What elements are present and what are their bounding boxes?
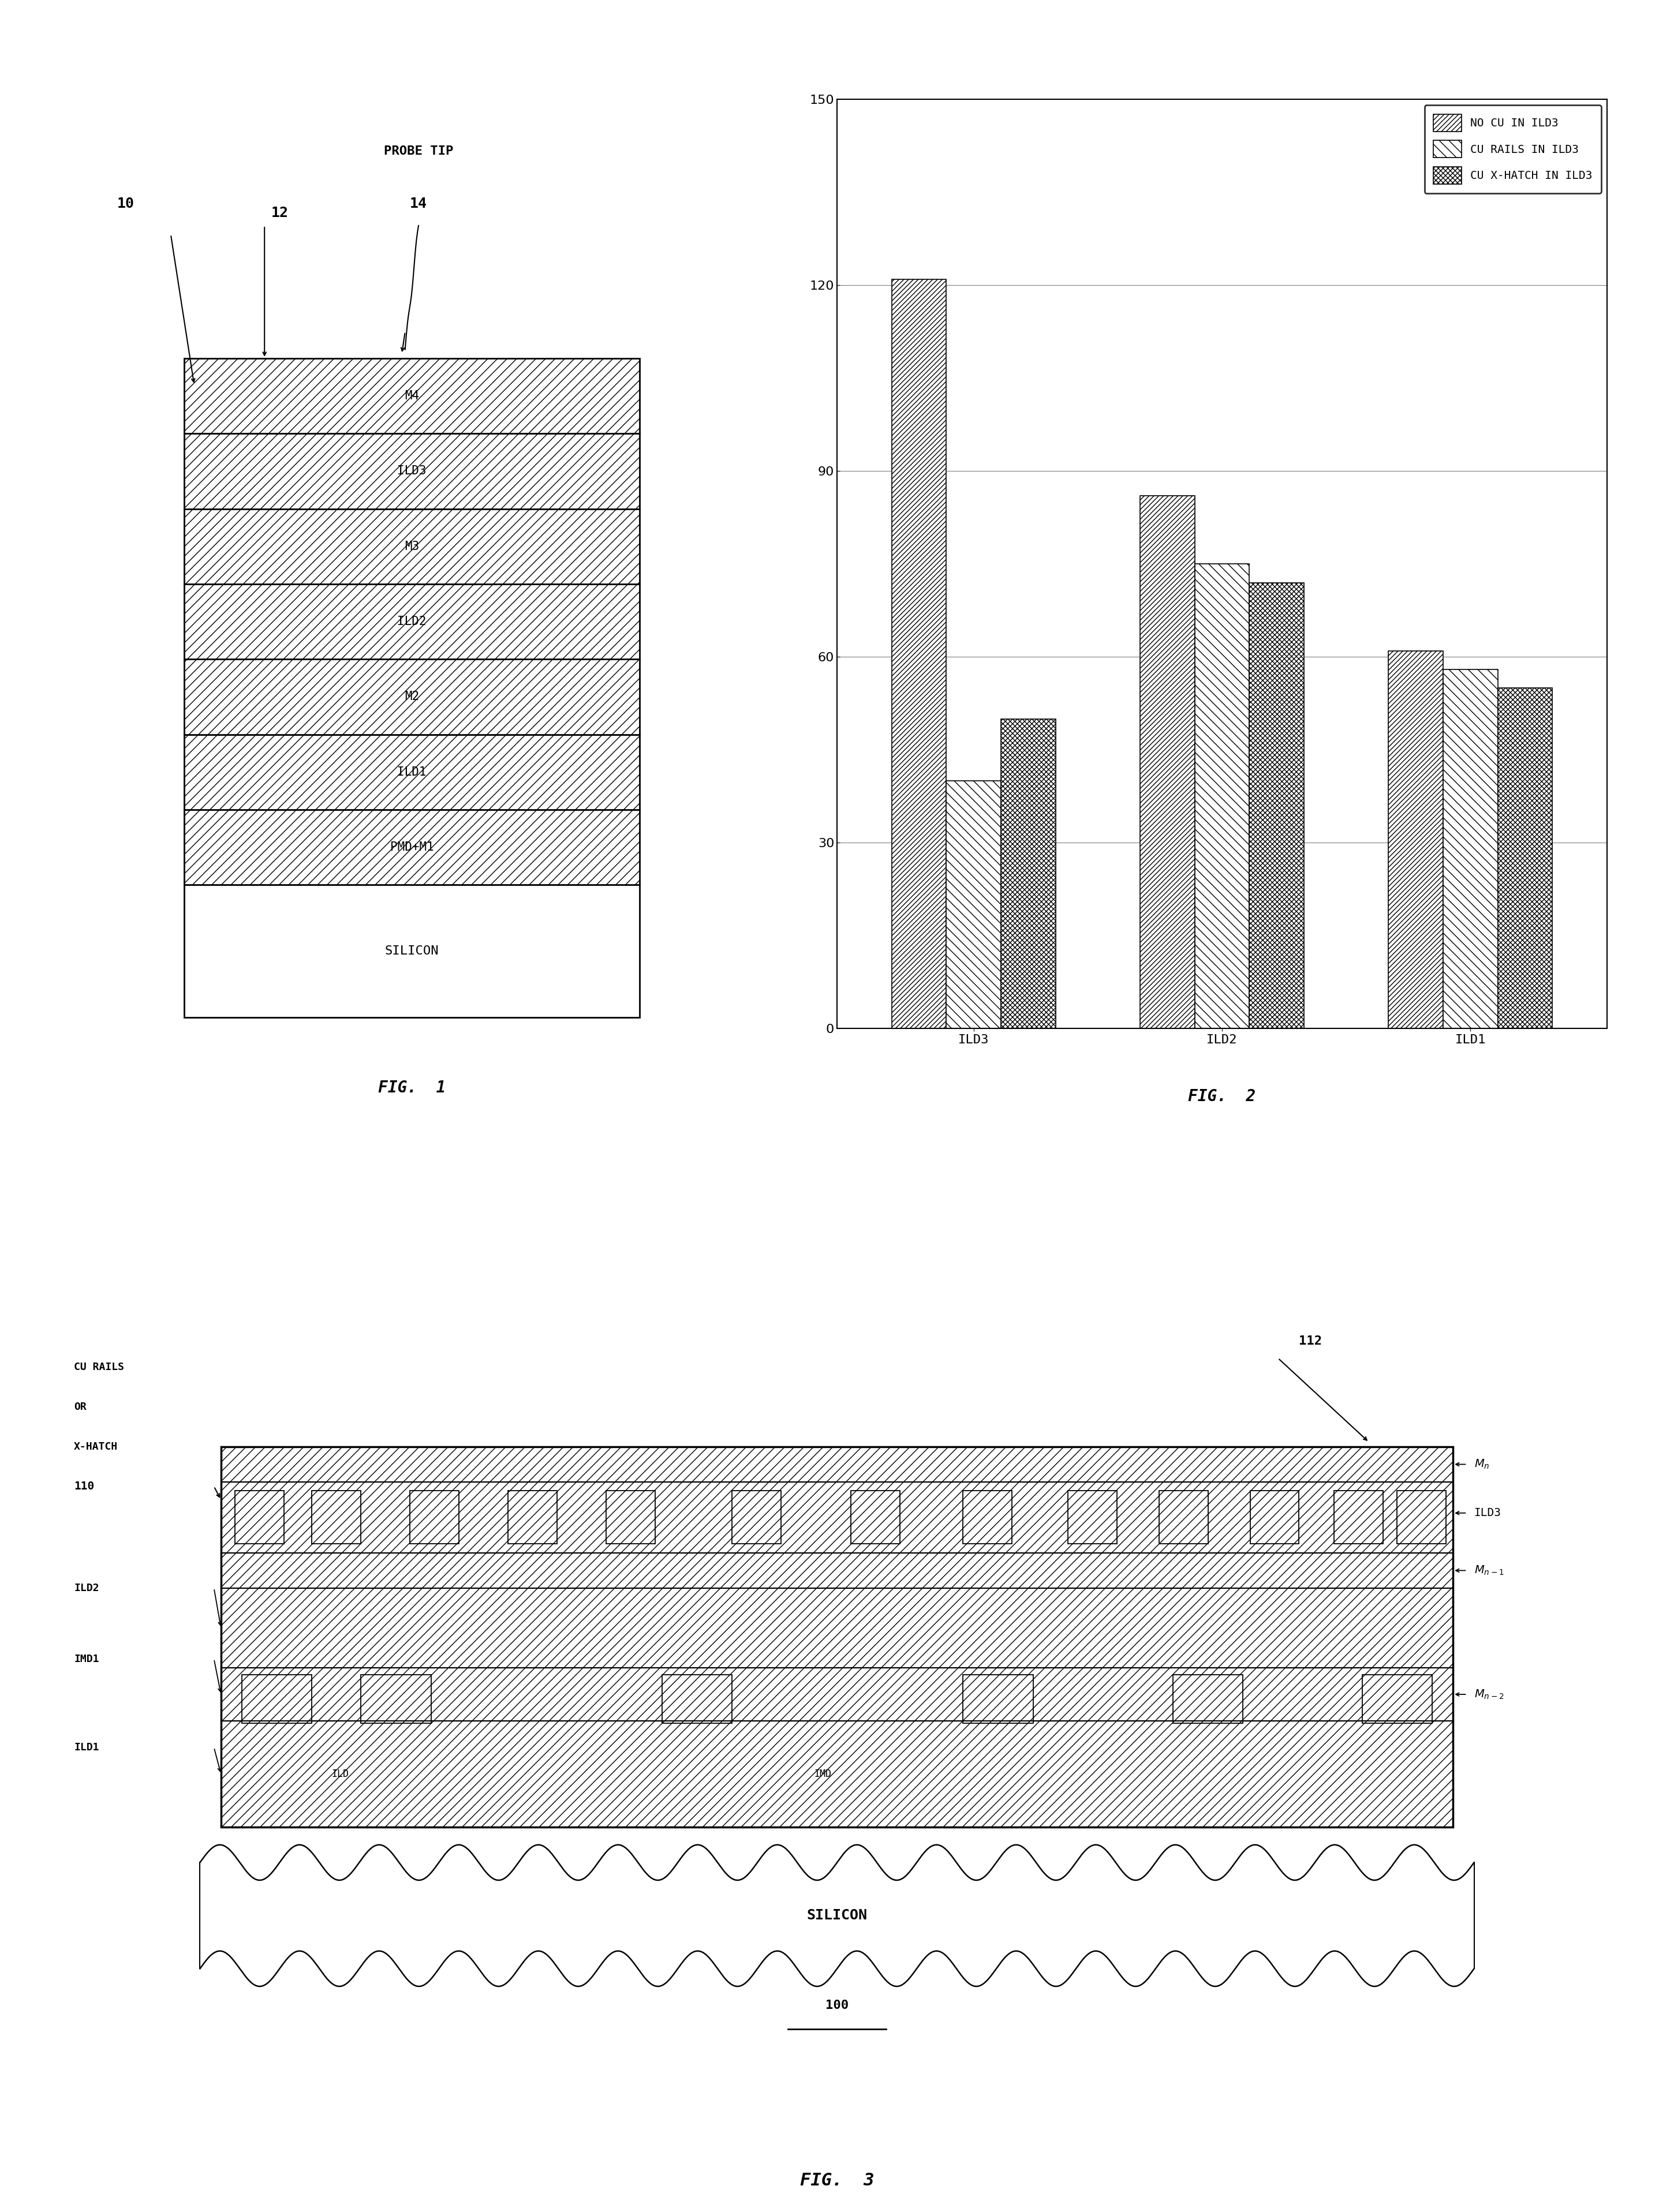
Bar <box>221 1447 1453 1482</box>
Text: 110: 110 <box>74 1482 94 1491</box>
Text: 112: 112 <box>1299 1336 1322 1347</box>
Bar <box>661 1674 732 1723</box>
Text: ILD3: ILD3 <box>397 465 427 478</box>
Text: PMD+M1: PMD+M1 <box>390 841 434 854</box>
Bar <box>1195 564 1249 1029</box>
Bar <box>1173 1674 1244 1723</box>
Text: ILD1: ILD1 <box>397 765 427 779</box>
Text: $M_n$: $M_n$ <box>1475 1458 1490 1471</box>
Text: FIG.  1: FIG. 1 <box>378 1079 445 1095</box>
Bar <box>311 1491 362 1544</box>
Text: M2: M2 <box>405 690 418 703</box>
Bar <box>1068 1491 1117 1544</box>
Text: X-HATCH: X-HATCH <box>74 1442 117 1451</box>
Bar <box>1250 1491 1299 1544</box>
Bar <box>507 1491 557 1544</box>
Text: IMD: IMD <box>814 1770 832 1778</box>
Text: OR: OR <box>74 1402 87 1411</box>
Text: 12: 12 <box>271 206 288 219</box>
Bar <box>1388 650 1443 1029</box>
Bar <box>184 584 639 659</box>
Bar <box>946 781 1001 1029</box>
Bar <box>184 659 639 734</box>
Bar <box>892 279 946 1029</box>
Text: ILD2: ILD2 <box>397 615 427 628</box>
Bar <box>184 734 639 810</box>
Bar <box>184 358 639 434</box>
Text: 10: 10 <box>117 197 134 210</box>
Bar <box>410 1491 459 1544</box>
Bar <box>221 1721 1453 1827</box>
Text: SILICON: SILICON <box>385 945 439 958</box>
Bar <box>732 1491 782 1544</box>
Text: IMD1: IMD1 <box>74 1655 99 1663</box>
Text: ILD: ILD <box>331 1770 348 1778</box>
Text: ILD3: ILD3 <box>1475 1509 1502 1517</box>
Text: 100: 100 <box>825 2000 849 2011</box>
Bar <box>1443 670 1498 1029</box>
Text: M3: M3 <box>405 540 418 553</box>
Text: 14: 14 <box>410 197 427 210</box>
Bar <box>963 1674 1033 1723</box>
Bar <box>963 1491 1013 1544</box>
Bar <box>606 1491 655 1544</box>
Bar <box>184 509 639 584</box>
Text: $M_{n-1}$: $M_{n-1}$ <box>1475 1564 1503 1577</box>
Bar <box>850 1491 901 1544</box>
Bar <box>1363 1674 1431 1723</box>
Bar <box>184 885 639 1018</box>
Text: M4: M4 <box>405 389 418 403</box>
Text: ILD2: ILD2 <box>74 1584 99 1593</box>
Bar <box>1249 582 1304 1029</box>
Bar <box>1498 688 1552 1029</box>
Bar <box>1334 1491 1383 1544</box>
Text: SILICON: SILICON <box>807 1909 867 1922</box>
Bar <box>1398 1491 1446 1544</box>
Bar <box>1158 1491 1209 1544</box>
Bar <box>221 1482 1453 1553</box>
Bar <box>221 1668 1453 1721</box>
Text: FIG.  3: FIG. 3 <box>800 2172 874 2190</box>
Text: ILD1: ILD1 <box>74 1743 99 1752</box>
Bar <box>221 1447 1453 1827</box>
Bar <box>234 1491 285 1544</box>
Bar <box>221 1588 1453 1668</box>
Text: CU RAILS: CU RAILS <box>74 1363 124 1371</box>
Bar <box>243 1674 311 1723</box>
Bar <box>184 434 639 509</box>
Legend: NO CU IN ILD3, CU RAILS IN ILD3, CU X-HATCH IN ILD3: NO CU IN ILD3, CU RAILS IN ILD3, CU X-HA… <box>1425 106 1602 192</box>
Bar <box>221 1553 1453 1588</box>
Text: PROBE TIP: PROBE TIP <box>383 146 454 157</box>
Bar <box>1001 719 1056 1029</box>
Bar <box>362 1674 430 1723</box>
Text: FIG.  2: FIG. 2 <box>1189 1088 1256 1104</box>
Bar <box>184 810 639 885</box>
Text: $M_{n-2}$: $M_{n-2}$ <box>1475 1688 1503 1701</box>
Bar <box>1140 495 1195 1029</box>
